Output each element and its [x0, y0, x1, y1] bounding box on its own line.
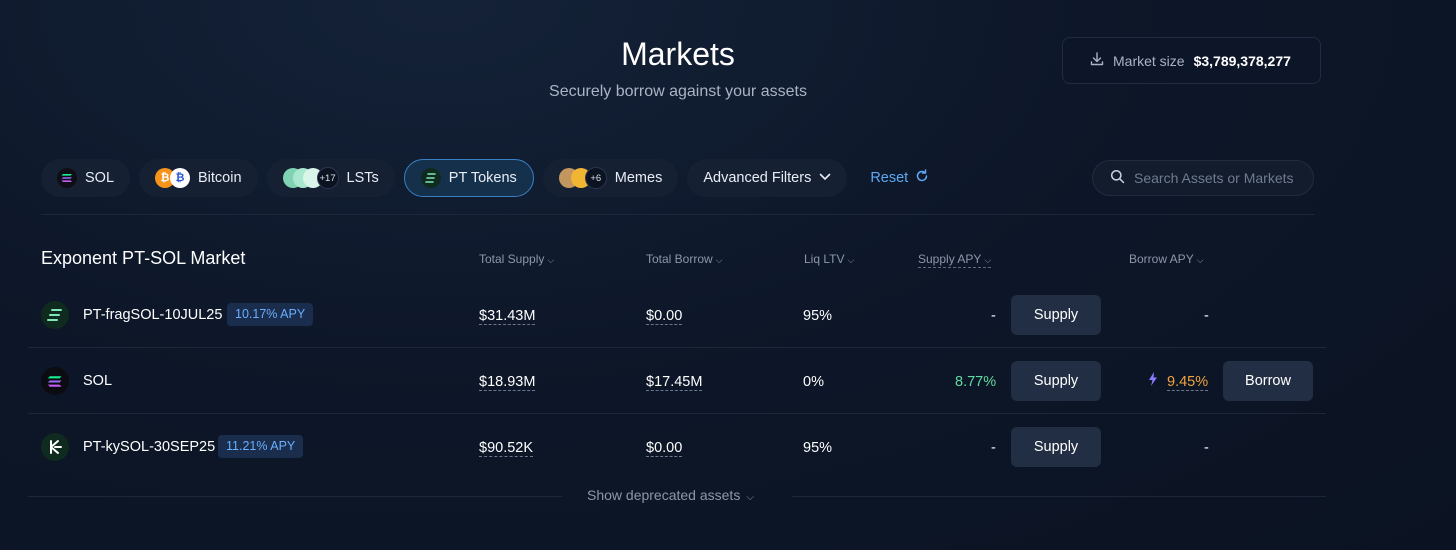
filter-chip-label: Bitcoin	[198, 170, 242, 186]
borrow-apy-value: -	[1204, 440, 1209, 456]
table-row[interactable]: PT-fragSOL-10JUL25 10.17% APY $31.43M $0…	[28, 282, 1326, 348]
reset-button[interactable]: Reset	[856, 159, 943, 197]
total-borrow-value: $0.00	[646, 440, 683, 457]
filter-chip-label: LSTs	[346, 170, 379, 186]
asset-name: SOL	[83, 373, 113, 389]
filter-chip-pt-tokens[interactable]: PT Tokens	[403, 159, 534, 197]
download-icon	[1089, 51, 1105, 70]
supply-button[interactable]: Supply	[1011, 361, 1101, 401]
filter-chip-label: SOL	[85, 170, 115, 186]
total-borrow-value: $0.00	[646, 308, 683, 325]
apy-badge: 10.17% APY	[227, 303, 314, 326]
market-size-panel: Market size $3,789,378,277	[1062, 37, 1321, 84]
advanced-filters-dropdown[interactable]: Advanced Filters	[687, 159, 848, 197]
lightning-icon	[1148, 372, 1158, 389]
supply-button[interactable]: Supply	[1011, 427, 1101, 467]
column-header-label: Total Borrow	[646, 252, 713, 266]
filter-chip-lsts[interactable]: +17 LSTs	[266, 159, 395, 197]
chevron-down-icon: ⌵	[1196, 255, 1204, 265]
table-row[interactable]: SOL $18.93M $17.45M 0% 8.77% Supply 9.45…	[28, 348, 1326, 414]
column-header-total-supply[interactable]: Total Supply ⌵	[479, 252, 554, 266]
supply-button[interactable]: Supply	[1011, 295, 1101, 335]
borrow-apy-value: 9.45%	[1167, 374, 1209, 391]
pt-token-icon	[420, 168, 441, 188]
filter-chip-memes[interactable]: +6 Memes	[542, 159, 679, 197]
chevron-down-icon: ⌵	[746, 492, 754, 503]
asset-name: PT-fragSOL-10JUL25	[83, 307, 223, 323]
sol-icon	[57, 168, 77, 188]
total-supply-value: $18.93M	[479, 374, 536, 391]
sol-icon	[41, 367, 69, 395]
liq-ltv-value: 95%	[803, 440, 833, 456]
divider	[28, 496, 562, 497]
page-title: Markets	[621, 36, 735, 72]
show-deprecated-label: Show deprecated assets	[587, 487, 741, 503]
show-deprecated-toggle[interactable]: Show deprecated assets ⌵	[587, 487, 754, 503]
table-header: Exponent PT-SOL Market Total Supply ⌵ Tot…	[0, 245, 1456, 273]
pt-fragsol-icon	[41, 301, 69, 329]
column-header-supply-apy[interactable]: Supply APY ⌵	[918, 252, 992, 268]
page-subtitle: Securely borrow against your assets	[549, 83, 807, 100]
supply-apy-value: 8.77%	[955, 374, 997, 390]
pt-kysol-icon	[41, 433, 69, 461]
divider	[792, 496, 1326, 497]
filter-bar: SOL ₿ ₿ Bitcoin +17 LSTs PT Tokens +6 Me…	[41, 159, 943, 197]
row-divider	[28, 413, 1326, 414]
column-header-total-borrow[interactable]: Total Borrow ⌵	[646, 252, 723, 266]
column-header-label: Liq LTV	[804, 252, 845, 266]
divider	[41, 214, 1315, 215]
filter-chip-bitcoin[interactable]: ₿ ₿ Bitcoin	[139, 159, 258, 197]
table-row[interactable]: PT-kySOL-30SEP25 11.21% APY $90.52K $0.0…	[28, 414, 1326, 480]
total-borrow-value: $17.45M	[646, 374, 703, 391]
column-header-borrow-apy[interactable]: Borrow APY ⌵	[1129, 252, 1204, 266]
asset-name: PT-kySOL-30SEP25	[83, 439, 216, 455]
total-supply-value: $90.52K	[479, 440, 534, 457]
search-icon	[1110, 169, 1125, 188]
market-title: Exponent PT-SOL Market	[41, 248, 246, 268]
column-header-liq-ltv[interactable]: Liq LTV ⌵	[804, 252, 854, 266]
borrow-button[interactable]: Borrow	[1223, 361, 1313, 401]
chevron-down-icon: ⌵	[847, 255, 855, 265]
supply-apy-value: -	[991, 308, 996, 324]
search-box	[1092, 160, 1314, 196]
refresh-icon	[915, 169, 929, 187]
chevron-down-icon	[819, 172, 831, 184]
column-header-label: Supply APY	[918, 252, 982, 266]
row-divider	[28, 347, 1326, 348]
apy-badge: 11.21% APY	[218, 435, 304, 458]
supply-apy-value: -	[991, 440, 996, 456]
borrow-apy-value: -	[1204, 308, 1209, 324]
total-supply-value: $31.43M	[479, 308, 536, 325]
chevron-down-icon: ⌵	[984, 255, 992, 265]
chevron-down-icon: ⌵	[547, 255, 555, 265]
search-input[interactable]	[1134, 170, 1304, 186]
filter-chip-label: Memes	[614, 170, 663, 186]
filter-chip-sol[interactable]: SOL	[41, 159, 131, 197]
reset-label: Reset	[870, 170, 909, 186]
advanced-filters-label: Advanced Filters	[703, 170, 812, 186]
memes-count-badge: +6	[584, 167, 607, 189]
page-header: Markets Securely borrow against your ass…	[0, 0, 1456, 130]
column-header-label: Borrow APY	[1129, 252, 1194, 266]
chevron-down-icon: ⌵	[715, 255, 723, 265]
lsts-count-badge: +17	[316, 167, 339, 189]
liq-ltv-value: 0%	[803, 374, 824, 390]
liq-ltv-value: 95%	[803, 308, 833, 324]
filter-chip-label: PT Tokens	[448, 170, 517, 186]
market-size-value: $3,789,378,277	[1193, 52, 1291, 69]
market-size-label: Market size	[1113, 52, 1185, 69]
column-header-label: Total Supply	[479, 252, 545, 266]
wrapped-bitcoin-icon: ₿	[170, 168, 191, 188]
